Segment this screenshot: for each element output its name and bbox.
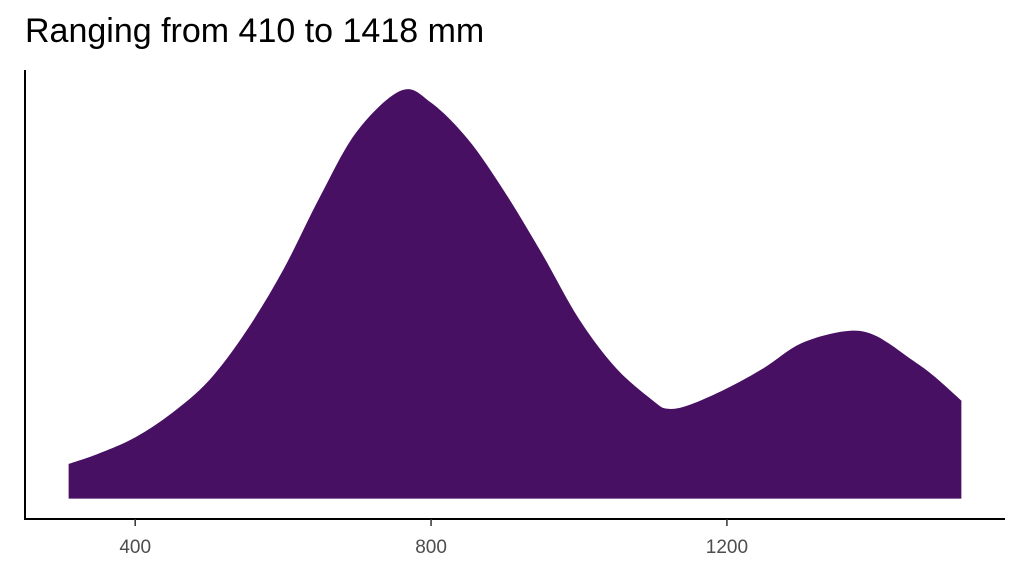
chart-title: Ranging from 410 to 1418 mm bbox=[25, 12, 484, 50]
x-tick-label: 1200 bbox=[706, 537, 748, 558]
x-tick-label: 400 bbox=[119, 537, 151, 558]
density-area bbox=[68, 89, 962, 499]
x-tick-label: 800 bbox=[415, 537, 447, 558]
